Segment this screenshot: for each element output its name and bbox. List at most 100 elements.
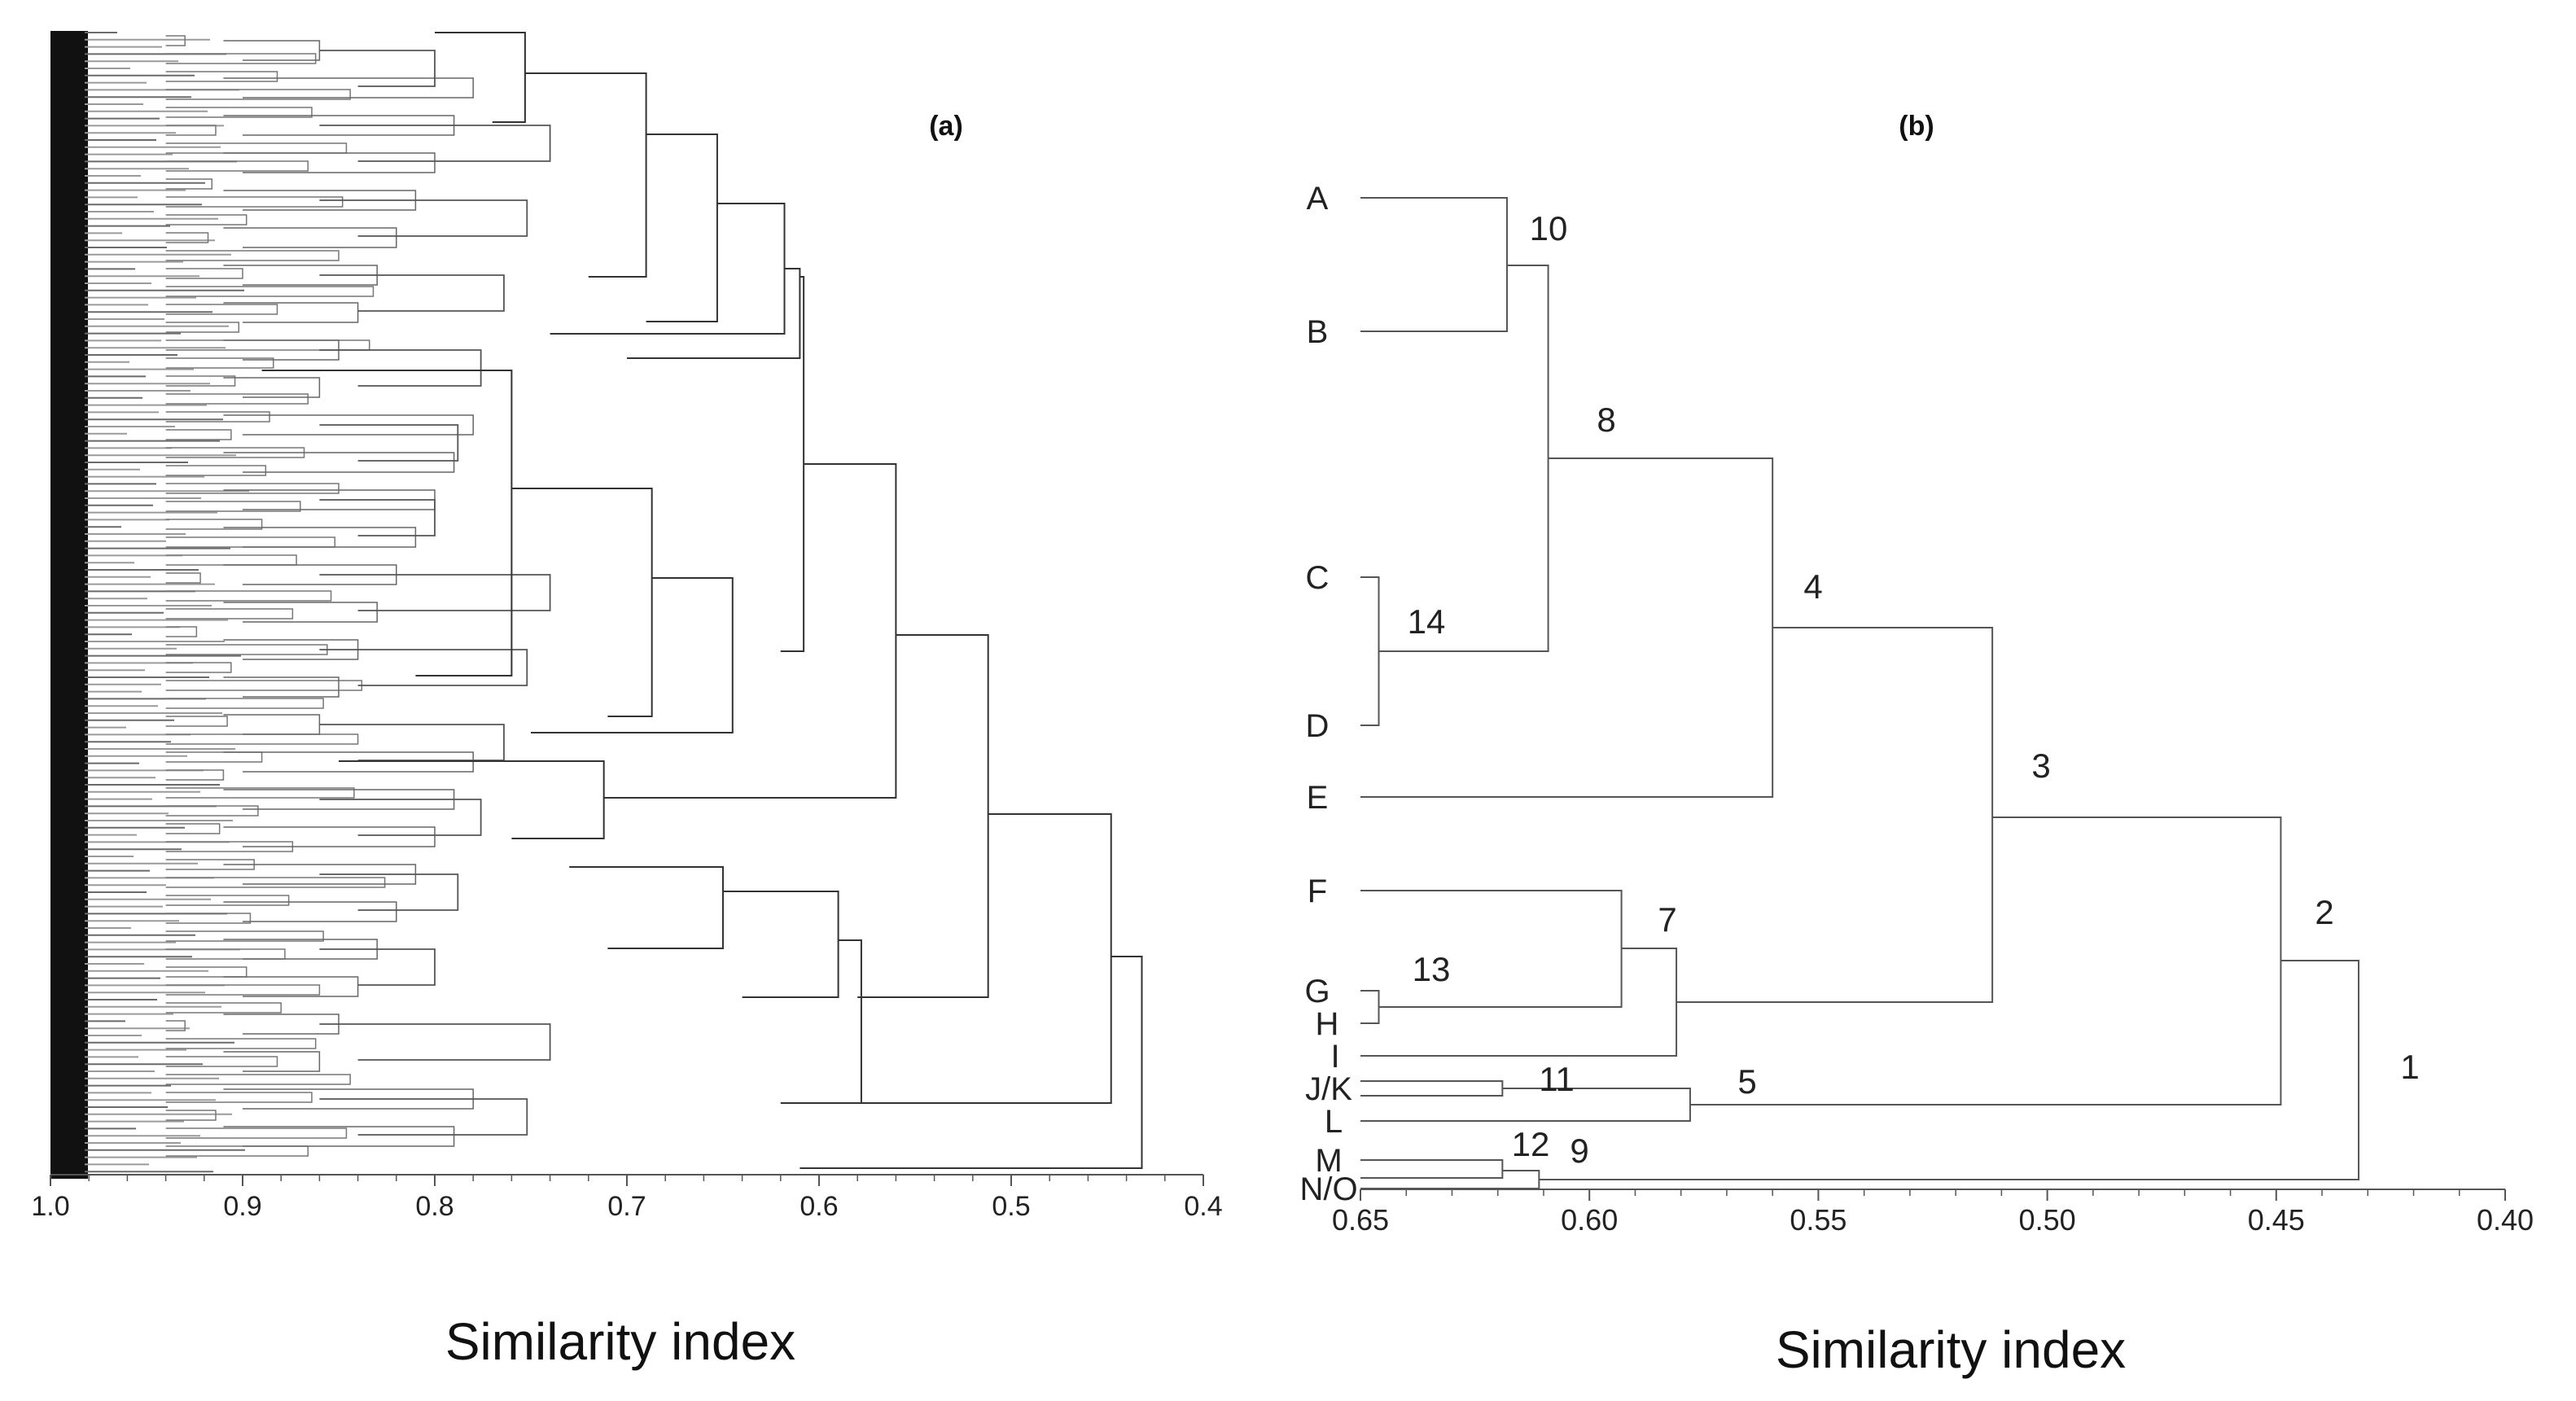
node-label: 13 — [1413, 950, 1451, 988]
dendrogram-a-link — [339, 760, 605, 839]
dendrogram-a-leaf-band — [50, 31, 88, 1179]
x-tick-label-a: 1.0 — [31, 1191, 69, 1222]
dendrogram-a-link — [165, 483, 340, 494]
dendrogram-a-link — [165, 626, 198, 637]
dendrogram-a-link — [569, 866, 724, 949]
panel-b-label: (b) — [1899, 111, 1934, 142]
dendrogram-a-link — [223, 40, 321, 61]
dendrogram-a-link — [165, 178, 212, 190]
dendrogram-a-link — [165, 644, 328, 655]
dendrogram-a-link — [319, 948, 436, 986]
dendrogram-a-link — [319, 574, 551, 611]
dendrogram-b-link — [1360, 197, 1508, 332]
dendrogram-a-link — [165, 716, 228, 727]
dendrogram-a-link — [165, 536, 336, 548]
x-axis-label-a: Similarity index — [445, 1312, 795, 1371]
node-label: 14 — [1408, 602, 1446, 641]
dendrogram-a-link — [165, 214, 248, 225]
dendrogram-a-link — [165, 751, 263, 763]
x-axis-label-b: Similarity index — [1776, 1320, 2126, 1379]
dendrogram-b-link — [1539, 960, 2360, 1180]
dendrogram-a-link — [165, 1145, 309, 1157]
dendrogram-a-link — [261, 370, 513, 676]
x-tick-label-a: 0.4 — [1184, 1191, 1222, 1222]
dendrogram-a-link — [165, 71, 278, 82]
leaf-label: B — [1307, 314, 1329, 350]
dendrogram-a-link — [165, 554, 297, 566]
dendrogram-b-links — [1360, 197, 2360, 1189]
dendrogram-a-link — [857, 634, 989, 998]
dendrogram-a-link — [319, 274, 505, 312]
x-axis-a: 1.0 0.9 0.8 0.7 0.6 0.5 0.4 — [31, 1174, 1223, 1222]
dendrogram-a-link — [165, 232, 209, 243]
dendrogram-b-link — [1360, 576, 1380, 726]
dendrogram-a-link — [165, 196, 344, 208]
dendrogram-a-link — [223, 1126, 455, 1147]
dendrogram-a-link — [319, 1098, 528, 1136]
dendrogram-a-link — [165, 465, 267, 476]
dendrogram-a-link — [531, 577, 734, 733]
dendrogram-b-link — [1360, 1080, 1504, 1097]
leaf-label: N/O — [1299, 1171, 1357, 1207]
node-label: 7 — [1658, 900, 1676, 939]
dendrogram-a-link — [646, 134, 718, 322]
dendrogram-a-link — [165, 572, 201, 584]
dendrogram-a-link — [524, 72, 647, 278]
dendrogram-b-link — [1676, 627, 1994, 1003]
x-tick-label-b: 0.60 — [1561, 1203, 1618, 1237]
dendrogram-a-link — [223, 302, 359, 323]
dendrogram-a-link — [165, 125, 217, 136]
dendrogram-a-link — [165, 304, 278, 315]
dendrogram-a-link — [165, 142, 348, 154]
dendrogram-a-link — [165, 160, 309, 172]
dendrogram-a-link — [165, 1056, 278, 1067]
dendrogram-b-link — [1378, 265, 1549, 652]
dendrogram-a-link — [165, 1110, 217, 1121]
node-label: 9 — [1570, 1132, 1588, 1170]
dendrogram-a-link — [165, 608, 294, 620]
dendrogram-a-link — [319, 1023, 551, 1061]
dendrogram-a-link — [223, 602, 378, 623]
dendrogram-a-link — [165, 984, 321, 996]
x-tick-label-a: 0.5 — [992, 1191, 1030, 1222]
dendrogram-a-link — [165, 895, 290, 906]
dendrogram-a-link — [223, 976, 359, 997]
dendrogram-a-link — [165, 966, 248, 978]
x-tick-label-a: 0.9 — [223, 1191, 261, 1222]
dendrogram-a-link — [223, 714, 321, 735]
dendrogram-a-link — [165, 930, 324, 942]
node-label: 4 — [1803, 567, 1822, 606]
dendrogram-a-link — [319, 424, 459, 462]
dendrogram-a-link — [319, 873, 459, 911]
leaf-label: F — [1308, 873, 1327, 909]
dendrogram-a-link — [165, 1092, 313, 1103]
node-label: 2 — [2315, 893, 2333, 931]
dendrogram-a-link — [223, 676, 340, 698]
leaf-label: M — [1315, 1143, 1342, 1179]
dendrogram-a-link — [165, 733, 359, 745]
node-label: 12 — [1512, 1125, 1550, 1163]
dendrogram-a-link — [223, 77, 474, 99]
x-tick-label-a: 0.6 — [800, 1191, 838, 1222]
dendrogram-a-link — [165, 375, 236, 387]
dendrogram-a-link — [165, 1038, 317, 1049]
dendrogram-a-link — [223, 414, 474, 436]
dendrogram-a-link — [223, 152, 436, 173]
dendrogram-a-link — [723, 891, 839, 998]
dendrogram-a-link — [165, 590, 332, 602]
dendrogram-a-link — [165, 286, 375, 297]
dendrogram-a-links — [165, 32, 1143, 1169]
dendrogram-a-link — [603, 463, 897, 799]
dendrogram-b-link — [1360, 1159, 1504, 1179]
dendrogram-a-link — [223, 1051, 321, 1072]
dendrogram-a-link — [165, 877, 386, 888]
dendrogram-a-link — [319, 724, 505, 761]
dendrogram-a-link — [319, 199, 528, 237]
dendrogram-b-link — [1689, 817, 2282, 1105]
dendrogram-a-link — [223, 452, 455, 473]
node-label: 11 — [1539, 1060, 1575, 1098]
dendrogram-a: (a) 1.0 0.9 0.8 0.7 0.6 0.5 0.4 Similarity ind… — [31, 31, 1223, 1371]
